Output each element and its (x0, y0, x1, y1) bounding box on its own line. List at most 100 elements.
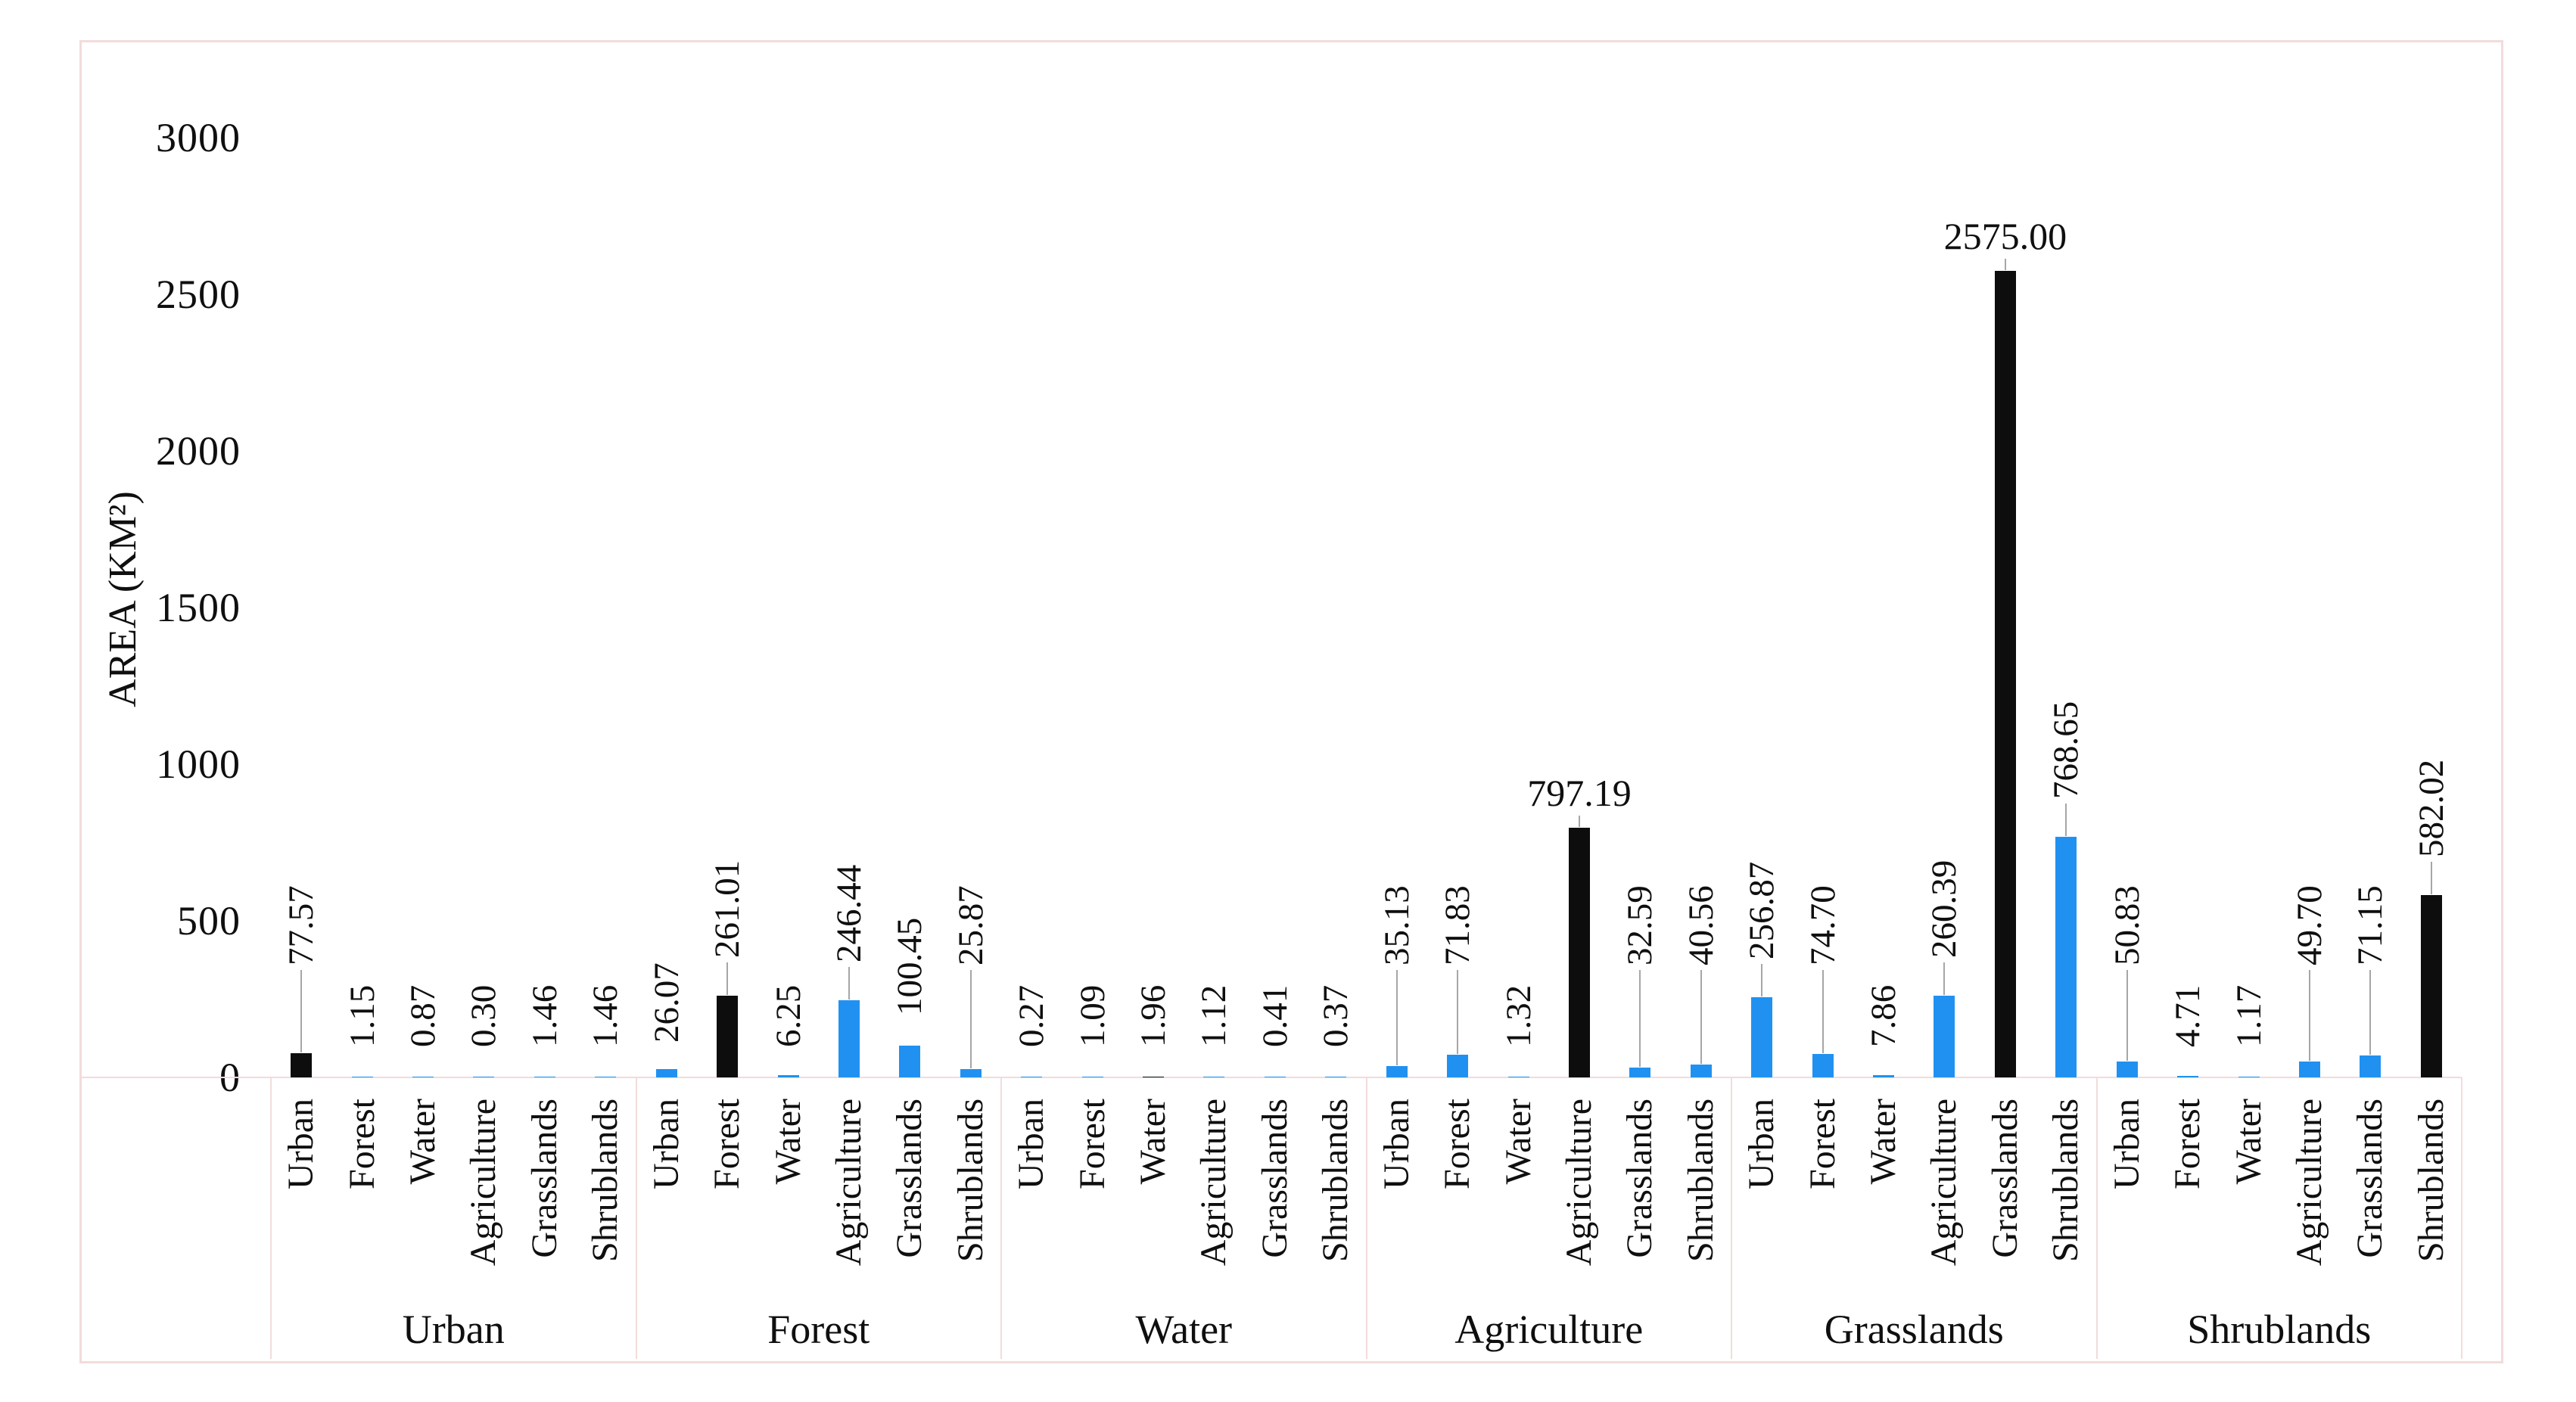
value-label: 50.83 (2107, 885, 2147, 965)
x-axis-line (81, 1077, 2462, 1078)
bar-grasslands-shrublands (2055, 836, 2077, 1077)
category-label: Forest (707, 1099, 748, 1189)
value-label: 582.02 (2411, 759, 2451, 858)
category-label: Agriculture (1558, 1099, 1599, 1267)
leader-line (969, 970, 972, 1069)
value-label: 261.01 (708, 860, 748, 958)
value-label: 1.09 (1072, 984, 1112, 1047)
value-label: 7.86 (1864, 984, 1904, 1047)
group-label-forest: Forest (767, 1307, 870, 1352)
leader-line (1822, 970, 1824, 1054)
category-table-separator (1731, 1077, 1732, 1359)
value-label: 6.25 (768, 984, 808, 1047)
bar-agriculture-grasslands (1629, 1067, 1651, 1077)
bar-agriculture-urban (1386, 1066, 1408, 1077)
bar-forest-water (777, 1075, 799, 1077)
bar-agriculture-shrublands (1690, 1065, 1712, 1077)
category-label: Agriculture (1924, 1099, 1965, 1267)
leader-line (1395, 970, 1398, 1066)
group-label-water: Water (1135, 1307, 1233, 1352)
leader-line (2308, 970, 2310, 1062)
category-table-separator (2461, 1077, 2462, 1359)
category-label: Urban (2106, 1099, 2147, 1189)
bar-forest-forest (717, 995, 739, 1077)
value-label: 74.70 (1803, 885, 1843, 965)
value-label: 0.87 (403, 984, 443, 1047)
bar-grasslands-agriculture (1934, 996, 1955, 1077)
bar-grasslands-grasslands (1994, 270, 2016, 1077)
category-table-separator (270, 1077, 272, 1359)
value-label: 71.15 (2350, 885, 2391, 965)
leader-line (2126, 970, 2128, 1061)
category-label: Water (2228, 1099, 2269, 1185)
y-axis-tick-label: 2500 (156, 272, 241, 317)
bar-grasslands-water (1873, 1074, 1895, 1077)
value-label: 246.44 (829, 864, 869, 962)
value-label: 797.19 (1527, 771, 1632, 814)
leader-line (1457, 970, 1459, 1055)
leader-line (726, 962, 729, 995)
category-label: Urban (646, 1099, 686, 1189)
y-axis-tick-label: 3000 (156, 115, 241, 160)
value-label: 0.37 (1316, 984, 1356, 1047)
category-label: Urban (1741, 1099, 1782, 1189)
category-label: Agriculture (1193, 1099, 1234, 1267)
category-label: Grasslands (524, 1099, 565, 1258)
category-table-separator (635, 1077, 637, 1359)
group-label-agriculture: Agriculture (1454, 1307, 1644, 1352)
bar-shrublands-grasslands (2360, 1055, 2382, 1077)
value-label: 35.13 (1377, 885, 1417, 965)
bar-shrublands-agriculture (2298, 1062, 2320, 1077)
value-label: 1.96 (1134, 984, 1174, 1047)
category-label: Water (1863, 1099, 1904, 1185)
leader-line (2369, 970, 2372, 1055)
y-axis-tick-label: 1500 (156, 585, 241, 630)
value-label: 40.56 (1681, 885, 1721, 965)
category-label: Shrublands (1315, 1099, 1356, 1262)
value-label: 1.17 (2229, 984, 2269, 1047)
category-label: Water (1133, 1099, 1174, 1185)
leader-line (1761, 963, 1763, 996)
value-label: 260.39 (1924, 860, 1965, 959)
category-label: Shrublands (585, 1099, 626, 1262)
category-label: Shrublands (2410, 1099, 2451, 1262)
value-label: 49.70 (2289, 885, 2329, 965)
category-label: Grasslands (1619, 1099, 1660, 1258)
value-label: 100.45 (890, 918, 930, 1016)
category-label: Forest (1437, 1099, 1478, 1189)
value-label: 1.32 (1498, 984, 1538, 1047)
y-axis-tick-label: 2000 (156, 428, 241, 474)
value-label: 26.07 (646, 962, 686, 1043)
category-label: Agriculture (463, 1099, 504, 1267)
bar-urban-urban (291, 1052, 313, 1077)
value-label: 4.71 (2168, 984, 2208, 1047)
bar-grasslands-urban (1751, 996, 1773, 1077)
bar-agriculture-agriculture (1568, 827, 1590, 1077)
bar-shrublands-urban (2116, 1061, 2138, 1077)
value-label: 0.41 (1255, 984, 1295, 1047)
category-label: Grasslands (1254, 1099, 1295, 1258)
value-label: 2575.00 (1943, 214, 2067, 257)
leader-line (1578, 815, 1580, 827)
category-label: Forest (2167, 1099, 2208, 1189)
category-label: Water (403, 1099, 443, 1185)
bar-forest-grasslands (899, 1046, 921, 1077)
value-label: 1.12 (1194, 984, 1234, 1047)
leader-line (1943, 962, 1946, 996)
category-label: Grasslands (2350, 1099, 2391, 1258)
category-label: Water (1498, 1099, 1538, 1185)
leader-line (2065, 803, 2067, 836)
group-label-grasslands: Grasslands (1824, 1307, 2004, 1352)
bar-shrublands-forest (2177, 1076, 2199, 1077)
category-label: Grasslands (1984, 1099, 2025, 1258)
bar-grasslands-forest (1812, 1054, 1834, 1077)
category-label: Agriculture (828, 1099, 869, 1267)
category-label: Shrublands (1680, 1099, 1721, 1262)
category-label: Urban (1376, 1099, 1417, 1189)
value-label: 1.46 (524, 984, 565, 1047)
leader-line (848, 966, 850, 999)
category-label: Shrublands (950, 1099, 991, 1262)
bar-forest-shrublands (960, 1069, 982, 1077)
category-label: Urban (1011, 1099, 1052, 1189)
